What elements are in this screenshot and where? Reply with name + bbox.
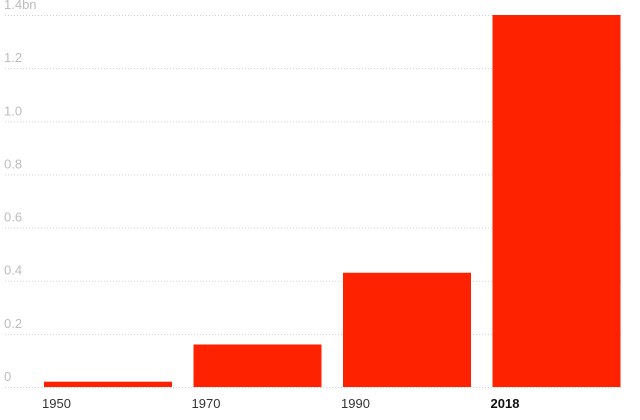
y-tick-label: 0.8	[4, 156, 22, 171]
x-tick-label: 1990	[341, 396, 370, 411]
y-tick-label: 1.4bn	[4, 0, 37, 12]
y-tick-label: 0.4	[4, 263, 22, 278]
y-tick-label: 0.2	[4, 316, 22, 331]
y-tick-label: 1.2	[4, 50, 22, 65]
x-axis-ticks: 1950 1970 1990 2018	[42, 396, 519, 411]
x-tick-label: 1970	[192, 396, 221, 411]
x-tick-label: 1950	[42, 396, 71, 411]
y-axis-ticks: 0 0.2 0.4 0.6 0.8 1.0 1.2 1.4bn	[4, 0, 37, 384]
y-tick-label: 0	[4, 369, 11, 384]
y-tick-label: 0.6	[4, 210, 22, 225]
gridlines	[5, 15, 622, 388]
y-tick-label: 1.0	[4, 103, 22, 118]
x-tick-label: 2018	[491, 396, 520, 411]
bar-1950	[44, 381, 172, 387]
bars	[44, 15, 621, 387]
bar-1970	[193, 344, 322, 387]
bar-2018	[492, 15, 621, 387]
bar-1990	[343, 272, 471, 387]
